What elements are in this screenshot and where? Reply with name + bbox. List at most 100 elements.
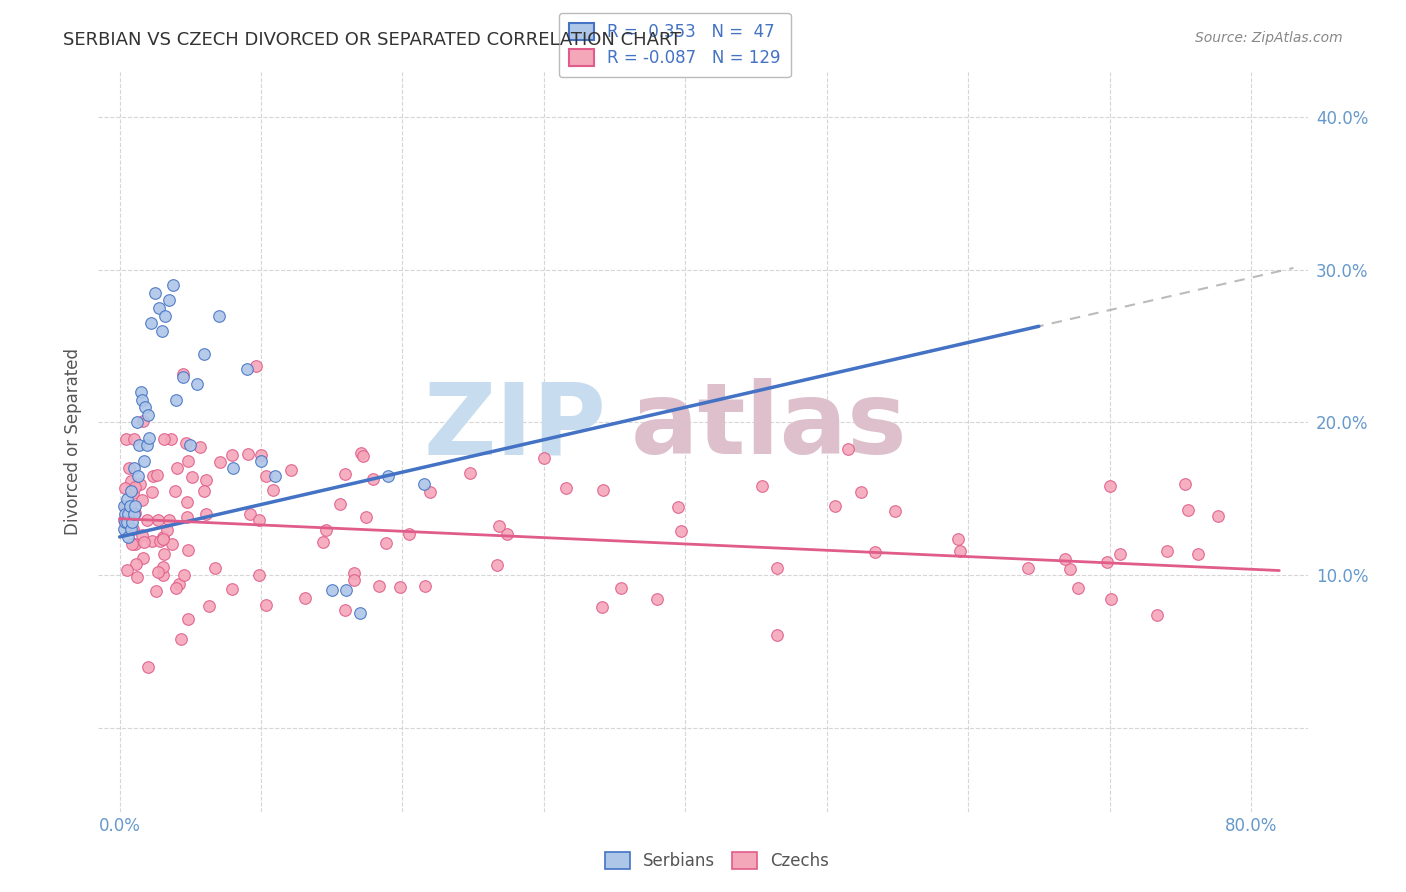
Point	[124, 507, 146, 521]
Point	[127, 469, 149, 483]
Point	[555, 481, 578, 495]
Point	[1156, 544, 1178, 558]
Point	[112, 500, 135, 514]
Point	[138, 431, 160, 445]
Point	[117, 530, 139, 544]
Point	[172, 369, 194, 384]
Point	[136, 659, 159, 673]
Point	[204, 560, 226, 574]
Point	[666, 500, 689, 515]
Point	[1017, 561, 1039, 575]
Point	[294, 591, 316, 605]
Point	[207, 309, 229, 323]
Point	[865, 545, 887, 559]
Point	[849, 484, 872, 499]
Point	[152, 568, 174, 582]
Point	[122, 486, 145, 500]
Text: ZIP: ZIP	[423, 378, 606, 475]
Point	[837, 442, 859, 457]
Point	[167, 576, 190, 591]
Point	[157, 513, 180, 527]
Point	[156, 523, 179, 537]
Point	[236, 362, 259, 376]
Point	[1146, 608, 1168, 623]
Point	[254, 598, 277, 612]
Point	[141, 485, 163, 500]
Point	[247, 568, 270, 582]
Point	[124, 480, 146, 494]
Point	[165, 483, 187, 498]
Point	[115, 563, 138, 577]
Point	[146, 513, 169, 527]
Point	[349, 445, 371, 459]
Point	[592, 483, 614, 497]
Point	[121, 515, 143, 529]
Point	[486, 558, 509, 573]
Point	[131, 527, 153, 541]
Point	[374, 535, 396, 549]
Point	[160, 537, 183, 551]
Point	[946, 532, 969, 546]
Point	[195, 507, 218, 521]
Point	[193, 347, 215, 361]
Point	[412, 476, 434, 491]
Point	[135, 438, 157, 452]
Point	[118, 500, 141, 514]
Point	[250, 453, 273, 467]
Point	[125, 570, 148, 584]
Point	[134, 400, 156, 414]
Point	[128, 438, 150, 452]
Point	[166, 460, 188, 475]
Point	[176, 510, 198, 524]
Point	[120, 475, 142, 489]
Point	[533, 450, 555, 465]
Point	[349, 607, 371, 621]
Point	[766, 561, 789, 575]
Point	[352, 449, 374, 463]
Point	[117, 507, 139, 521]
Point	[132, 535, 155, 549]
Point	[363, 472, 385, 486]
Point	[142, 468, 165, 483]
Legend: Serbians, Czechs: Serbians, Czechs	[598, 845, 837, 877]
Point	[824, 499, 846, 513]
Point	[671, 524, 693, 538]
Point	[883, 504, 905, 518]
Point	[124, 537, 146, 551]
Point	[115, 500, 138, 514]
Point	[114, 507, 136, 521]
Point	[193, 484, 215, 499]
Point	[159, 433, 181, 447]
Point	[329, 497, 352, 511]
Point	[165, 581, 187, 595]
Point	[1099, 479, 1122, 493]
Point	[236, 447, 259, 461]
Point	[751, 479, 773, 493]
Point	[247, 512, 270, 526]
Point	[132, 453, 155, 467]
Point	[333, 467, 356, 482]
Point	[413, 579, 436, 593]
Point	[645, 591, 668, 606]
Legend: R =  0.353   N =  47, R = -0.087   N = 129: R = 0.353 N = 47, R = -0.087 N = 129	[560, 12, 790, 78]
Point	[1108, 548, 1130, 562]
Point	[488, 518, 510, 533]
Point	[129, 384, 152, 399]
Point	[188, 440, 211, 454]
Point	[112, 513, 135, 527]
Point	[132, 550, 155, 565]
Point	[179, 438, 201, 452]
Point	[157, 293, 180, 308]
Point	[177, 543, 200, 558]
Point	[221, 448, 243, 462]
Y-axis label: Divorced or Separated: Divorced or Separated	[65, 348, 83, 535]
Point	[145, 584, 167, 599]
Point	[264, 469, 287, 483]
Point	[262, 483, 284, 497]
Point	[146, 468, 169, 483]
Point	[120, 484, 142, 499]
Point	[115, 515, 138, 529]
Point	[335, 583, 357, 598]
Point	[949, 544, 972, 558]
Point	[280, 463, 302, 477]
